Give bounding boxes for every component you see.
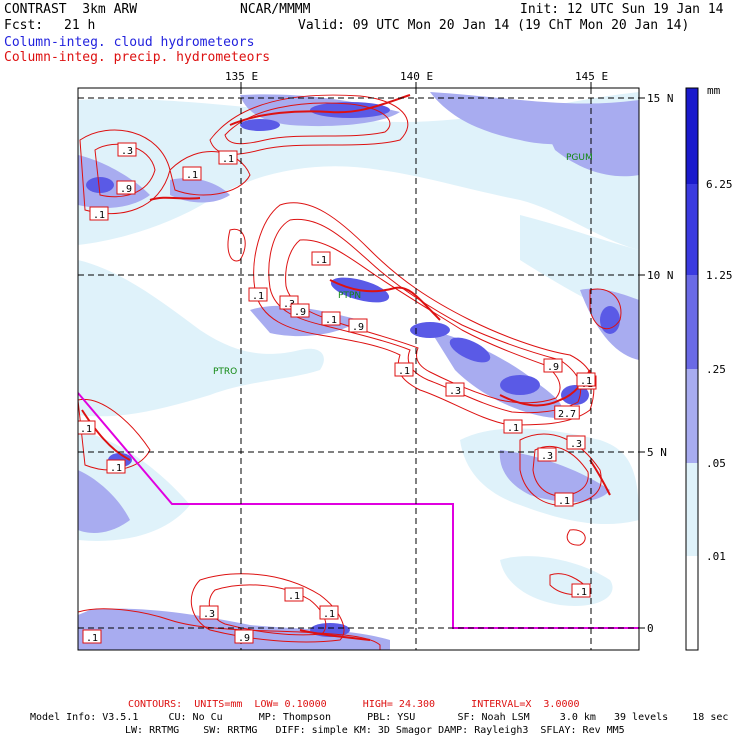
- contour-label: .9: [238, 633, 250, 644]
- field-cloud-legend: Column-integ. cloud hydrometeors: [4, 35, 255, 50]
- contour-label: .9: [352, 322, 364, 333]
- map-plot-area: PGUM PTPN PTRO .3.9.1.1.1.1.3.1.9.1.3.9.…: [78, 88, 639, 650]
- colorbar-segment: [686, 463, 698, 556]
- contour-label: 2.7: [558, 409, 576, 420]
- contour-label-box: [234, 629, 254, 644]
- colorbar-level-label: .01: [706, 550, 726, 563]
- init-time: Init: 12 UTC Sun 19 Jan 14: [520, 2, 724, 17]
- model-title: CONTRAST 3km ARW: [4, 2, 138, 17]
- contour-label-box: [566, 435, 586, 450]
- station-ptro: PTRO: [213, 367, 237, 377]
- contour-label: .3: [541, 451, 553, 462]
- station-pgum: PGUM: [566, 153, 593, 163]
- forecast-hour: 21 h: [64, 18, 96, 33]
- contour-label-box: [554, 405, 580, 420]
- contour-label-box: [321, 311, 341, 326]
- contour-label-box: [311, 251, 331, 266]
- contour-labels: .3.9.1.1.1.1.3.1.9.1.3.9.12.7.1.3.3.1.1.…: [78, 142, 597, 644]
- contour-label: .3: [283, 299, 295, 310]
- contour-label: .1: [110, 463, 122, 474]
- colorbar-segment: [686, 88, 698, 184]
- contour-label: .1: [323, 609, 335, 620]
- model-info-physics: LW: RRTMG SW: RRTMG DIFF: simple KM: 3D …: [125, 725, 625, 736]
- contour-label: .1: [558, 496, 570, 507]
- colorbar-segment: [686, 275, 698, 369]
- contour-label: .1: [288, 591, 300, 602]
- lon-label-140: 140 E: [400, 70, 433, 83]
- eez-boundary: [78, 392, 639, 629]
- contour-label: .3: [570, 439, 582, 450]
- contour-label: .1: [507, 423, 519, 434]
- field-precip-legend: Column-integ. precip. hydrometeors: [4, 50, 271, 65]
- center-title: NCAR/MMMM: [240, 2, 311, 17]
- contour-label: .3: [449, 386, 461, 397]
- contour-label: .1: [222, 154, 234, 165]
- lon-label-135: 135 E: [225, 70, 258, 83]
- contour-info: CONTOURS: UNITS=mm LOW= 0.10000 HIGH= 24…: [128, 699, 580, 710]
- contour-label: .9: [120, 184, 132, 195]
- contour-label-box: [218, 150, 238, 165]
- contour-label: .3: [203, 609, 215, 620]
- model-info: Model Info: V3.5.1 CU: No Cu MP: Thompso…: [30, 712, 729, 723]
- contour-label: .1: [575, 587, 587, 598]
- colorbar-unit: mm: [707, 84, 721, 97]
- contour-label-box: [445, 382, 465, 397]
- colorbar-level-label: .25: [706, 363, 726, 376]
- precip-contours-heavy: [81, 94, 611, 641]
- lat-label-15: 15 N: [647, 92, 674, 105]
- lat-label-0: 0: [647, 622, 654, 635]
- contour-label-box: [284, 587, 304, 602]
- contour-label-box: [537, 447, 557, 462]
- contour-label: .1: [186, 170, 198, 181]
- contour-label-box: [117, 142, 137, 157]
- contour-label-box: [78, 420, 96, 435]
- lon-label-145: 145 E: [575, 70, 608, 83]
- contour-label-box: [106, 459, 126, 474]
- contour-label-box: [543, 358, 563, 373]
- colorbar-level-label: 1.25: [706, 269, 733, 282]
- colorbar: mm 6.25 1.25 .25 .05 .01: [685, 84, 733, 651]
- map-frame: [77, 87, 640, 651]
- contour-label: .3: [121, 146, 133, 157]
- contour-label: .1: [398, 366, 410, 377]
- colorbar-segment: [686, 369, 698, 463]
- contour-label: .1: [325, 315, 337, 326]
- contour-label: .1: [580, 376, 592, 387]
- forecast-label: Fcst:: [4, 18, 44, 33]
- contour-label: .1: [315, 255, 327, 266]
- contour-label-box: [576, 372, 596, 387]
- axis-ticks: [240, 82, 645, 629]
- colorbar-level-label: 6.25: [706, 178, 733, 191]
- contour-label-box: [89, 206, 109, 221]
- contour-label-box: [503, 419, 523, 434]
- contour-label: .9: [294, 307, 306, 318]
- contour-label-box: [290, 303, 310, 318]
- contour-label: .1: [80, 424, 92, 435]
- contour-label-box: [182, 166, 202, 181]
- contour-label-box: [319, 605, 339, 620]
- lat-label-10: 10 N: [647, 269, 674, 282]
- contour-label-box: [571, 583, 591, 598]
- contour-label-box: [348, 318, 368, 333]
- contour-label-box: [394, 362, 414, 377]
- lat-lon-grid: [78, 88, 639, 650]
- colorbar-level-label: .05: [706, 457, 726, 470]
- lat-label-5: 5 N: [647, 446, 667, 459]
- contour-label: .9: [547, 362, 559, 373]
- contour-label-box: [116, 180, 136, 195]
- contour-label-box: [199, 605, 219, 620]
- contour-label: .1: [252, 291, 264, 302]
- contour-label-box: [248, 287, 268, 302]
- contour-label: .1: [93, 210, 105, 221]
- valid-time: Valid: 09 UTC Mon 20 Jan 14 (19 ChT Mon …: [298, 18, 690, 33]
- contour-label: .1: [86, 633, 98, 644]
- colorbar-segment: [686, 184, 698, 275]
- station-ptpn: PTPN: [338, 291, 361, 301]
- contour-label-box: [554, 492, 574, 507]
- colorbar-segment: [686, 556, 698, 650]
- contour-label-box: [82, 629, 102, 644]
